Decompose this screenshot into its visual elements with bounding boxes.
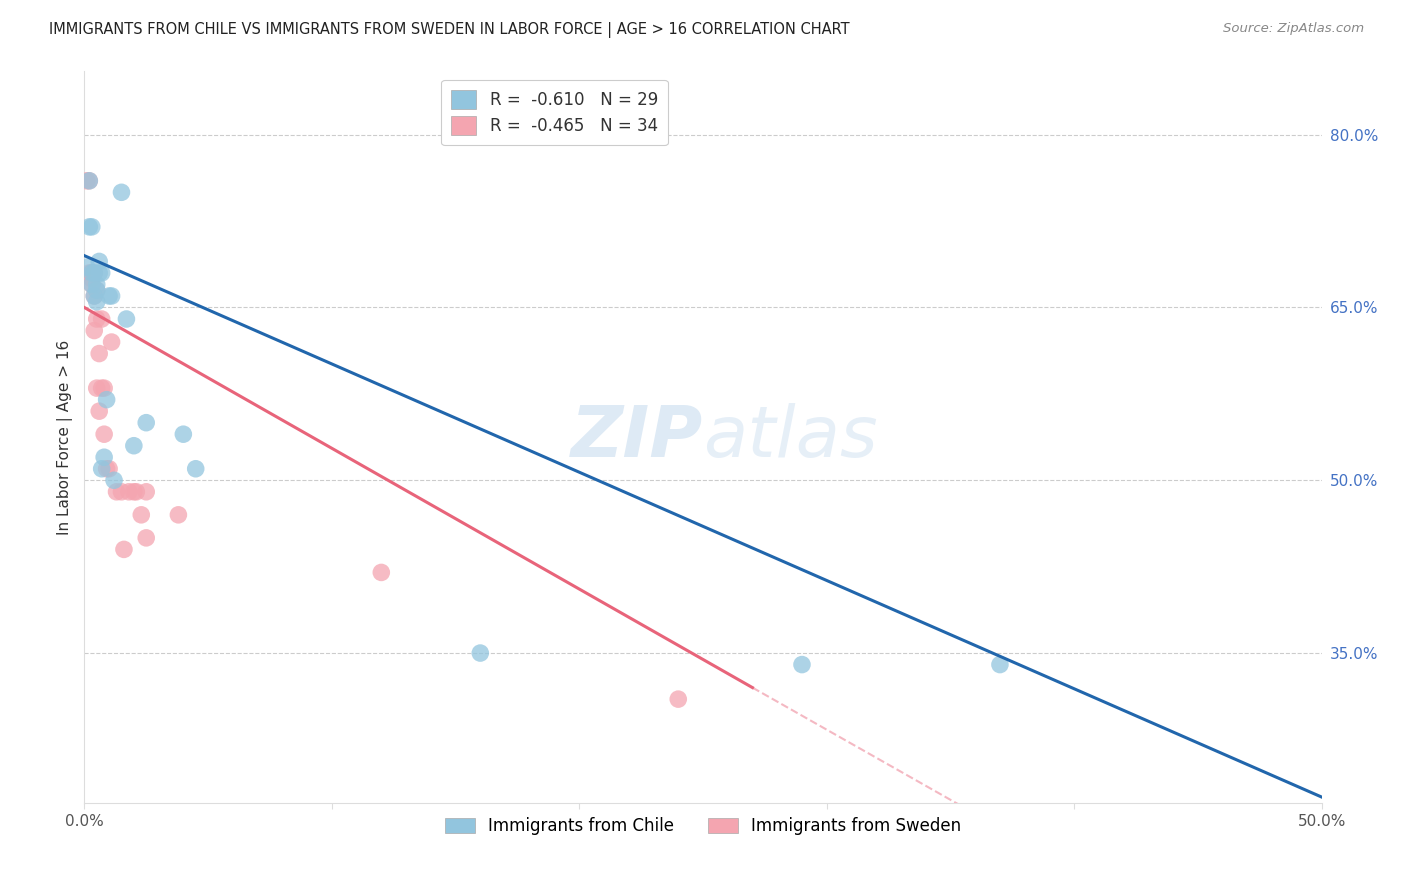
Point <box>100 334 122 349</box>
Point <box>83 266 105 280</box>
Point <box>80 277 103 292</box>
Text: ZIP: ZIP <box>571 402 703 472</box>
Point <box>135 416 157 430</box>
Point <box>89 266 111 280</box>
Point <box>135 484 157 499</box>
Point <box>93 381 115 395</box>
Point <box>172 427 194 442</box>
Point <box>86 312 108 326</box>
Point <box>76 174 98 188</box>
Y-axis label: In Labor Force | Age > 16: In Labor Force | Age > 16 <box>58 340 73 534</box>
Point <box>76 260 98 275</box>
Point <box>110 186 132 200</box>
Point <box>112 542 135 557</box>
Point <box>96 392 118 407</box>
Point <box>370 566 392 580</box>
Point <box>90 266 112 280</box>
Point <box>89 404 111 418</box>
Point <box>135 531 157 545</box>
Point <box>115 312 138 326</box>
Point <box>129 508 152 522</box>
Point <box>90 312 112 326</box>
Point <box>86 381 108 395</box>
Point <box>122 484 145 499</box>
Point <box>988 657 1011 672</box>
Point <box>80 266 103 280</box>
Point <box>83 266 105 280</box>
Point <box>125 484 148 499</box>
Point <box>110 484 132 499</box>
Point <box>79 266 101 280</box>
Point <box>93 427 115 442</box>
Point <box>86 283 108 297</box>
Point <box>98 462 121 476</box>
Text: IMMIGRANTS FROM CHILE VS IMMIGRANTS FROM SWEDEN IN LABOR FORCE | AGE > 16 CORREL: IMMIGRANTS FROM CHILE VS IMMIGRANTS FROM… <box>49 22 849 38</box>
Point <box>80 277 103 292</box>
Point <box>80 271 103 285</box>
Point <box>790 657 813 672</box>
Point <box>83 289 105 303</box>
Point <box>80 266 103 280</box>
Point <box>89 254 111 268</box>
Point <box>90 462 112 476</box>
Point <box>89 346 111 360</box>
Point <box>105 484 128 499</box>
Point <box>96 462 118 476</box>
Point <box>86 283 108 297</box>
Text: atlas: atlas <box>703 402 877 472</box>
Legend: Immigrants from Chile, Immigrants from Sweden: Immigrants from Chile, Immigrants from S… <box>439 811 967 842</box>
Point <box>100 289 122 303</box>
Point <box>184 462 207 476</box>
Point <box>86 294 108 309</box>
Point <box>122 439 145 453</box>
Point <box>83 289 105 303</box>
Point <box>79 174 101 188</box>
Point <box>86 277 108 292</box>
Point <box>90 381 112 395</box>
Point <box>79 219 101 234</box>
Point <box>98 289 121 303</box>
Point <box>103 473 125 487</box>
Point <box>83 324 105 338</box>
Point <box>167 508 190 522</box>
Point <box>80 219 103 234</box>
Point <box>93 450 115 465</box>
Point <box>470 646 492 660</box>
Text: Source: ZipAtlas.com: Source: ZipAtlas.com <box>1223 22 1364 36</box>
Point <box>118 484 141 499</box>
Point <box>79 174 101 188</box>
Point <box>666 692 689 706</box>
